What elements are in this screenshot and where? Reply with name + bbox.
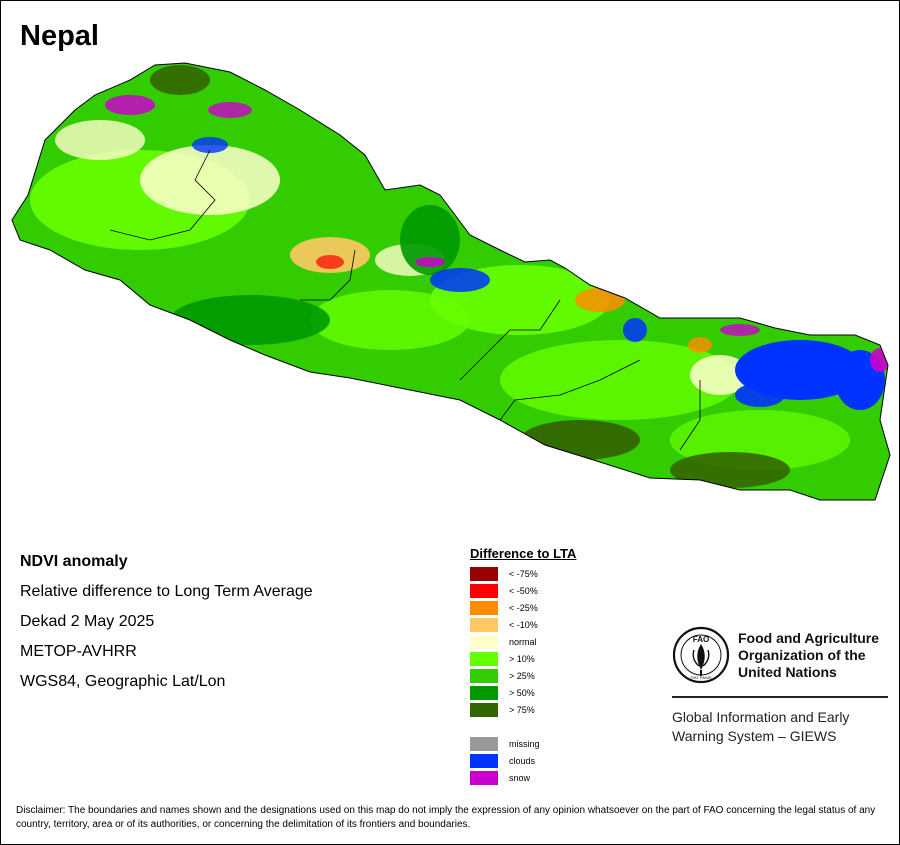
fao-logo-icon: FAO FIAT PANIS bbox=[672, 626, 730, 684]
legend-swatch bbox=[470, 583, 498, 598]
legend-row: missing bbox=[470, 735, 576, 752]
legend-swatch bbox=[470, 685, 498, 700]
legend-label: missing bbox=[509, 738, 540, 749]
legend-swatch bbox=[470, 736, 498, 751]
legend-row: > 75% bbox=[470, 701, 576, 718]
legend-swatch bbox=[470, 566, 498, 581]
ndvi-anomaly-map bbox=[11, 62, 891, 501]
disclaimer-text: Disclaimer: The boundaries and names sho… bbox=[16, 805, 876, 830]
legend-label: > 75% bbox=[509, 704, 535, 715]
legend-row: > 50% bbox=[470, 684, 576, 701]
legend-label: > 50% bbox=[509, 687, 535, 698]
map-sensor: METOP-AVHRR bbox=[20, 643, 137, 660]
legend-row: > 25% bbox=[470, 667, 576, 684]
legend-row: < -50% bbox=[470, 582, 576, 599]
map-title: Nepal bbox=[20, 20, 99, 52]
legend-label: > 25% bbox=[509, 670, 535, 681]
fao-logo-text: FAO bbox=[693, 635, 709, 644]
fao-divider bbox=[672, 696, 888, 698]
legend-swatch bbox=[470, 634, 498, 649]
legend-label: < -50% bbox=[509, 585, 538, 596]
legend-label: snow bbox=[509, 772, 531, 783]
map-projection: WGS84, Geographic Lat/Lon bbox=[20, 673, 226, 690]
fao-organization-name: Food and Agriculture Organization of the… bbox=[738, 630, 880, 680]
legend-row: clouds bbox=[470, 752, 576, 769]
legend-row: snow bbox=[470, 769, 576, 786]
legend-row: < -10% bbox=[470, 616, 576, 633]
map-subtitle: NDVI anomaly bbox=[20, 553, 128, 570]
legend-swatch bbox=[470, 753, 498, 768]
legend-row: < -25% bbox=[470, 599, 576, 616]
legend-label: > 10% bbox=[509, 653, 535, 664]
legend-classes: < -75% < -50% < -25% < -10% normal > 10% > 25%… bbox=[470, 565, 576, 718]
legend-swatch bbox=[470, 617, 498, 632]
legend-spacer bbox=[470, 718, 576, 735]
legend-row: normal bbox=[470, 633, 576, 650]
legend-swatch bbox=[470, 600, 498, 615]
legend-label: < -25% bbox=[509, 602, 538, 613]
nepal-border bbox=[11, 62, 891, 501]
map-description: Relative difference to Long Term Average bbox=[20, 583, 313, 600]
fao-logo-motto: FIAT PANIS bbox=[690, 675, 711, 680]
map-legend: Difference to LTA < -75% < -50% < -25% < -1… bbox=[470, 546, 576, 786]
nepal-country-fill bbox=[12, 63, 890, 500]
legend-label: < -75% bbox=[509, 568, 538, 579]
legend-title: Difference to LTA bbox=[470, 546, 577, 561]
legend-label: < -10% bbox=[509, 619, 538, 630]
legend-row: < -75% bbox=[470, 565, 576, 582]
legend-label: normal bbox=[509, 636, 537, 647]
map-date: Dekad 2 May 2025 bbox=[20, 613, 155, 630]
legend-swatch bbox=[470, 770, 498, 785]
legend-row: > 10% bbox=[470, 650, 576, 667]
map-info: NDVI anomaly Relative difference to Long… bbox=[20, 552, 313, 702]
legend-label: clouds bbox=[509, 755, 536, 766]
legend-swatch bbox=[470, 702, 498, 717]
province-boundaries bbox=[109, 149, 701, 451]
legend-swatch bbox=[470, 651, 498, 666]
legend-swatch bbox=[470, 668, 498, 683]
giews-name: Global Information and Early Warning Sys… bbox=[672, 709, 850, 744]
legend-special-classes: missing clouds snow bbox=[470, 735, 576, 786]
